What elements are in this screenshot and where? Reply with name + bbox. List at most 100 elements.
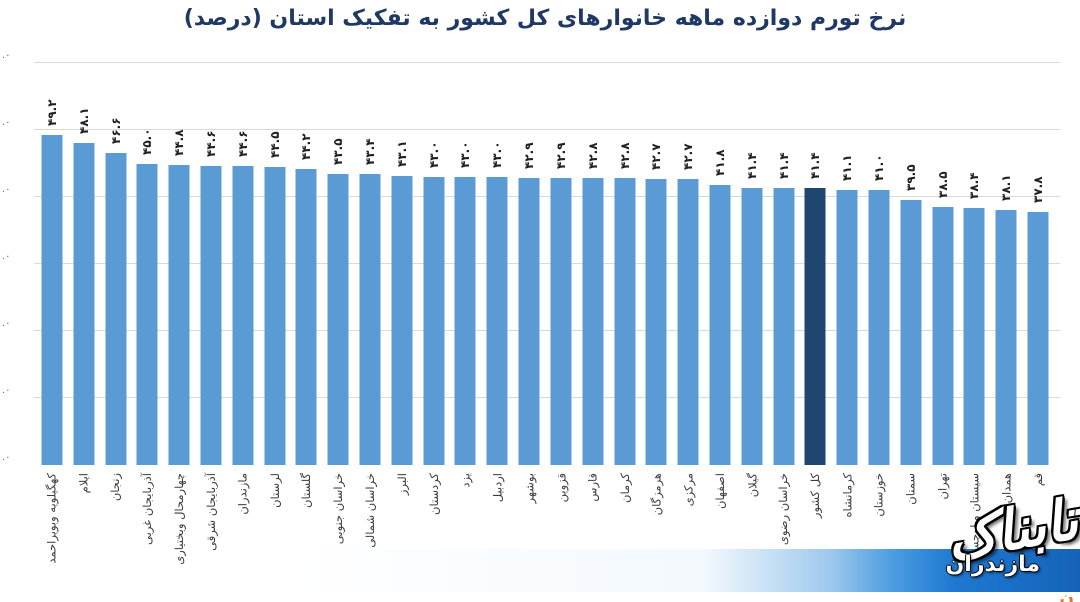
bar bbox=[41, 135, 63, 465]
y-axis-tick-fragment: .۰ bbox=[2, 50, 11, 61]
bar-value-label: ۴۳.۵ bbox=[331, 138, 346, 165]
bar-category-label: بوشهر bbox=[522, 473, 537, 504]
bar-group: ۴۳.۰ یزد bbox=[450, 0, 482, 488]
bar bbox=[264, 166, 286, 465]
bar-category-label: کرمانشاه bbox=[840, 473, 855, 518]
bar bbox=[73, 142, 95, 465]
bar-category-label: اردبیل bbox=[490, 473, 505, 503]
bar-value-label: ۴۸.۱ bbox=[76, 107, 91, 134]
bar bbox=[677, 178, 699, 465]
y-axis-tick-fragments: .۰ .۰ .۰ .۰ .۰ .۰ .۰ bbox=[0, 0, 18, 480]
bar-group: ۴۴.۶ آذربایجان شرقی bbox=[195, 0, 227, 551]
bar-value-label: ۴۱.۱ bbox=[840, 154, 855, 181]
bar-value-label: ۳۸.۴ bbox=[967, 172, 982, 199]
bar-group: ۴۸.۱ ایلام bbox=[68, 0, 100, 493]
bar-category-label: ایلام bbox=[76, 473, 91, 494]
bar-group: ۴۲.۷ هرمزگان bbox=[640, 0, 672, 515]
gridline bbox=[34, 129, 1060, 130]
bar-group: ۴۲.۸ فارس bbox=[577, 0, 609, 502]
bar bbox=[168, 164, 190, 465]
bar-value-label: ۴۱.۸ bbox=[712, 149, 727, 176]
bar-value-label: ۴۳.۱ bbox=[394, 140, 409, 168]
bar-value-label: ۴۴.۸ bbox=[172, 129, 187, 156]
bar-category-label: مرکزی bbox=[681, 473, 696, 507]
bar bbox=[1027, 211, 1049, 465]
watermark-band bbox=[295, 549, 1080, 592]
bar-value-label: ۴۳.۰ bbox=[490, 141, 505, 168]
bar-category-label: تهران bbox=[935, 473, 950, 500]
bar-value-label: ۴۲.۷ bbox=[681, 143, 696, 170]
bar-group: ۳۸.۴ سیستان وبلوچستان bbox=[959, 0, 991, 567]
bar-value-label: ۴۳.۰ bbox=[426, 141, 441, 168]
bar-category-label: خوزستان bbox=[872, 473, 887, 517]
bar-category-label: زنجان bbox=[108, 473, 123, 502]
bar-category-label: آذربایجان غربی bbox=[140, 473, 155, 545]
bar bbox=[709, 184, 731, 465]
bar-category-label: لرستان bbox=[267, 473, 282, 508]
bar-value-label: ۳۸.۵ bbox=[935, 171, 950, 199]
bar-group: ۴۲.۹ قزوین bbox=[545, 0, 577, 502]
bar-value-label: ۴۱.۰ bbox=[872, 154, 887, 182]
bar-category-label: گلستان bbox=[299, 473, 314, 508]
bar bbox=[136, 163, 158, 465]
bar bbox=[995, 209, 1017, 465]
bar-value-label: ۴۳.۴ bbox=[363, 138, 378, 166]
y-axis-tick-fragment: .۰ bbox=[2, 452, 11, 463]
bar-value-label: ۴۹.۲ bbox=[44, 99, 59, 127]
bar-category-label: کرمان bbox=[617, 473, 632, 503]
bar-group: ۴۱.۴ خراسان رضوی bbox=[768, 0, 800, 545]
gridline bbox=[34, 397, 1060, 398]
y-axis-tick-fragment: .۰ bbox=[2, 318, 11, 329]
bar-category-label: کردستان bbox=[426, 473, 441, 515]
bar bbox=[614, 178, 636, 465]
bar-group: ۴۴.۸ چهارمحال وبختیاری bbox=[163, 0, 195, 565]
bar bbox=[454, 176, 476, 465]
y-axis-tick-fragment: .۰ bbox=[2, 251, 11, 262]
watermark-region-text: مازندران bbox=[945, 552, 1041, 577]
bar-value-label: ۴۲.۹ bbox=[522, 142, 537, 169]
bar-category-label: سمنان bbox=[903, 473, 918, 505]
bar-value-label: ۴۴.۲ bbox=[299, 133, 314, 160]
bar bbox=[518, 177, 540, 465]
bar-value-label: ۴۱.۴ bbox=[776, 152, 791, 179]
bar-category-label: خراسان جنوبی bbox=[331, 473, 346, 545]
gridline bbox=[34, 62, 1060, 63]
gridline bbox=[34, 330, 1060, 331]
bar-group: ۴۱.۴ گیلان bbox=[736, 0, 768, 497]
bar-group: ۴۴.۶ مازندران bbox=[227, 0, 259, 515]
bar-value-label: ۴۱.۴ bbox=[808, 152, 823, 179]
bar-value-label: ۳۷.۸ bbox=[1031, 176, 1046, 203]
bar-group: ۴۳.۰ کردستان bbox=[418, 0, 450, 515]
bar-group: ۴۳.۰ اردبیل bbox=[481, 0, 513, 502]
bar bbox=[932, 207, 954, 465]
bar-category-label: هرمزگان bbox=[649, 473, 664, 516]
bar-value-label: ۴۵.۰ bbox=[140, 127, 155, 155]
bar-group: ۳۸.۱ همدان bbox=[990, 0, 1022, 503]
bar-category-label: خراسان شمالی bbox=[363, 473, 378, 548]
bar bbox=[391, 176, 413, 465]
bar-group: ۴۴.۵ لرستان bbox=[259, 0, 291, 508]
bar-group: ۴۳.۵ خراسان جنوبی bbox=[322, 0, 354, 544]
bar-value-label: ۴۲.۷ bbox=[649, 143, 664, 170]
bar-group: ۴۴.۲ گلستان bbox=[291, 0, 323, 508]
bar-category-label: یزد bbox=[458, 473, 473, 488]
bar-category-label: چهارمحال وبختیاری bbox=[172, 473, 187, 565]
y-axis-tick-fragment: .۰ bbox=[2, 184, 11, 195]
bar-value-label: ۴۶.۶ bbox=[108, 117, 123, 144]
bar bbox=[295, 168, 317, 465]
bar-group: ۴۵.۰ آذربایجان غربی bbox=[131, 0, 163, 545]
bar-group: ۴۱.۸ اصفهان bbox=[704, 0, 736, 509]
bar-group: ۳۸.۵ تهران bbox=[927, 0, 959, 500]
bar-value-label: ۴۱.۴ bbox=[744, 152, 759, 179]
bar bbox=[359, 174, 381, 465]
bar-category-label: قزوین bbox=[553, 473, 568, 503]
bar bbox=[423, 176, 445, 465]
bar bbox=[645, 178, 667, 465]
bar-group: ۴۱.۱ کرمانشاه bbox=[831, 0, 863, 517]
bar bbox=[900, 200, 922, 465]
bar-group: ۴۲.۹ بوشهر bbox=[513, 0, 545, 503]
bar-group: ۳۷.۸ قم bbox=[1022, 0, 1054, 486]
bar-group: ۳۹.۵ سمنان bbox=[895, 0, 927, 505]
y-axis-tick-fragment: .۰ bbox=[2, 385, 11, 396]
